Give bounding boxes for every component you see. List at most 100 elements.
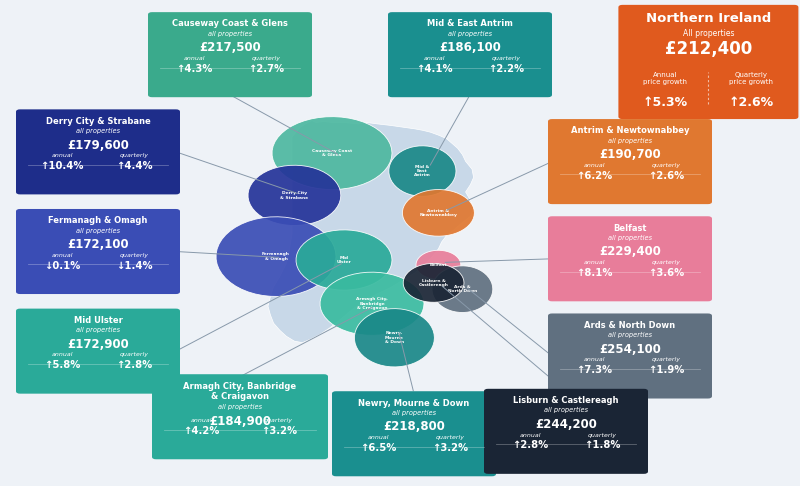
Text: ↑4.3%: ↑4.3% xyxy=(176,64,212,74)
Text: quarterly: quarterly xyxy=(435,435,464,440)
Text: all properties: all properties xyxy=(208,31,252,37)
Text: annual: annual xyxy=(519,433,541,437)
Text: annual: annual xyxy=(51,253,73,258)
Text: annual: annual xyxy=(423,56,445,61)
Polygon shape xyxy=(354,309,434,367)
Text: £190,700: £190,700 xyxy=(599,148,661,161)
Text: all properties: all properties xyxy=(448,31,492,37)
FancyBboxPatch shape xyxy=(16,209,180,294)
Text: Mid Ulster: Mid Ulster xyxy=(74,316,122,325)
Polygon shape xyxy=(216,217,336,296)
Text: all properties: all properties xyxy=(392,410,436,416)
Text: £184,900: £184,900 xyxy=(209,415,271,428)
Text: ↑6.5%: ↑6.5% xyxy=(360,443,396,453)
Text: ↑2.8%: ↑2.8% xyxy=(116,360,152,370)
Text: annual: annual xyxy=(51,352,73,357)
Text: Fermanagh
& Omagh: Fermanagh & Omagh xyxy=(262,252,290,261)
Text: ↑1.9%: ↑1.9% xyxy=(648,365,684,375)
Text: ↓0.1%: ↓0.1% xyxy=(44,260,80,271)
Polygon shape xyxy=(272,117,392,190)
Text: annual: annual xyxy=(51,153,73,158)
Text: Lisburn &
Castlereagh: Lisburn & Castlereagh xyxy=(418,278,449,287)
Text: Antrim & Newtownabbey: Antrim & Newtownabbey xyxy=(570,126,690,136)
Text: all properties: all properties xyxy=(76,327,120,333)
Polygon shape xyxy=(416,250,461,279)
Text: Newry, Mourne & Down: Newry, Mourne & Down xyxy=(358,399,470,408)
FancyBboxPatch shape xyxy=(148,12,312,97)
Text: Belfast: Belfast xyxy=(430,263,447,267)
Text: £218,800: £218,800 xyxy=(383,420,445,434)
Polygon shape xyxy=(320,272,424,335)
Text: ↓1.4%: ↓1.4% xyxy=(115,260,152,271)
Text: Mid & East Antrim: Mid & East Antrim xyxy=(427,19,513,29)
Polygon shape xyxy=(296,230,392,290)
Text: ↑1.8%: ↑1.8% xyxy=(584,440,620,451)
Text: ↑5.3%: ↑5.3% xyxy=(643,96,688,109)
Text: annual: annual xyxy=(583,260,605,265)
Polygon shape xyxy=(389,146,456,196)
FancyBboxPatch shape xyxy=(548,216,712,301)
Text: all properties: all properties xyxy=(544,407,588,414)
Text: ↑2.6%: ↑2.6% xyxy=(648,171,684,181)
Text: quarterly: quarterly xyxy=(651,357,680,362)
Text: Armagh City, Banbridge
& Craigavon: Armagh City, Banbridge & Craigavon xyxy=(183,382,297,401)
Text: quarterly: quarterly xyxy=(119,352,148,357)
Text: ↑2.6%: ↑2.6% xyxy=(729,96,774,109)
Text: ↑5.8%: ↑5.8% xyxy=(44,360,80,370)
Text: Lisburn & Castlereagh: Lisburn & Castlereagh xyxy=(514,396,618,405)
FancyBboxPatch shape xyxy=(548,119,712,204)
Text: Ards & North Down: Ards & North Down xyxy=(585,321,675,330)
Text: ↑6.2%: ↑6.2% xyxy=(576,171,612,181)
Polygon shape xyxy=(402,190,474,236)
Text: Causeway Coast & Glens: Causeway Coast & Glens xyxy=(172,19,288,29)
Text: £172,100: £172,100 xyxy=(67,238,129,251)
FancyBboxPatch shape xyxy=(548,313,712,399)
Text: All properties: All properties xyxy=(682,29,734,38)
Text: annual: annual xyxy=(367,435,389,440)
Text: ↑2.8%: ↑2.8% xyxy=(512,440,548,451)
Text: quarterly: quarterly xyxy=(251,56,280,61)
FancyBboxPatch shape xyxy=(16,309,180,394)
Text: £179,600: £179,600 xyxy=(67,139,129,152)
Text: annual: annual xyxy=(583,163,605,168)
Text: Ards &
North Down: Ards & North Down xyxy=(448,285,477,294)
Text: all properties: all properties xyxy=(608,138,652,144)
Text: Derry City
& Strabane: Derry City & Strabane xyxy=(280,191,309,200)
Text: quarterly: quarterly xyxy=(264,418,293,423)
Text: annual: annual xyxy=(190,418,212,423)
Text: Mid &
East
Antrim: Mid & East Antrim xyxy=(414,165,430,177)
Text: Annual
price growth: Annual price growth xyxy=(643,72,687,86)
Text: quarterly: quarterly xyxy=(119,153,148,158)
Text: Antrim &
Newtownabbey: Antrim & Newtownabbey xyxy=(419,208,458,217)
FancyBboxPatch shape xyxy=(388,12,552,97)
FancyBboxPatch shape xyxy=(332,391,496,476)
Polygon shape xyxy=(268,121,474,343)
Text: £186,100: £186,100 xyxy=(439,41,501,54)
Polygon shape xyxy=(432,266,493,312)
Text: Quarterly
price growth: Quarterly price growth xyxy=(730,72,774,86)
Text: ↑3.6%: ↑3.6% xyxy=(648,268,684,278)
Text: quarterly: quarterly xyxy=(651,163,680,168)
FancyBboxPatch shape xyxy=(152,374,328,459)
Text: Newry,
Mourne
& Down: Newry, Mourne & Down xyxy=(385,331,404,344)
Text: £244,200: £244,200 xyxy=(535,418,597,431)
Text: ↑2.7%: ↑2.7% xyxy=(248,64,284,74)
FancyBboxPatch shape xyxy=(16,109,180,194)
Text: £172,900: £172,900 xyxy=(67,338,129,351)
Text: quarterly: quarterly xyxy=(491,56,520,61)
Text: Mid
Ulster: Mid Ulster xyxy=(337,256,351,264)
Text: annual: annual xyxy=(583,357,605,362)
Text: ↑4.4%: ↑4.4% xyxy=(115,161,152,171)
Text: all properties: all properties xyxy=(608,332,652,338)
FancyBboxPatch shape xyxy=(618,5,798,119)
Text: Northern Ireland: Northern Ireland xyxy=(646,12,771,25)
Text: all properties: all properties xyxy=(218,404,262,410)
Text: annual: annual xyxy=(183,56,205,61)
Text: ↑3.2%: ↑3.2% xyxy=(261,426,297,436)
Text: ↑3.2%: ↑3.2% xyxy=(432,443,468,453)
Polygon shape xyxy=(248,165,341,226)
Text: Fermanagh & Omagh: Fermanagh & Omagh xyxy=(48,216,148,226)
Text: ↑2.2%: ↑2.2% xyxy=(488,64,524,74)
Text: £217,500: £217,500 xyxy=(199,41,261,54)
Text: Causeway Coast
& Glens: Causeway Coast & Glens xyxy=(312,149,352,157)
